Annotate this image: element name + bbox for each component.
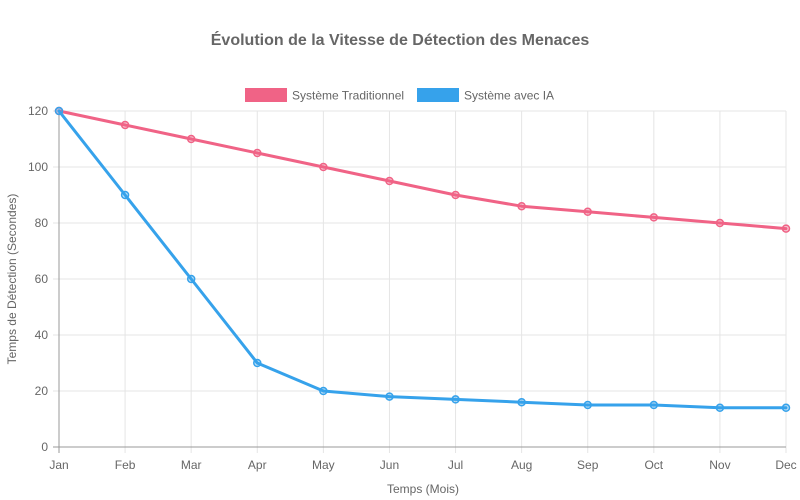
data-point[interactable] [253,358,262,368]
x-tick-label: Mar [181,458,202,472]
y-tick-label: 100 [28,160,48,174]
data-point[interactable] [319,386,328,396]
data-point[interactable] [186,274,196,284]
y-tick-label: 80 [35,216,49,230]
y-axis-title: Temps de Détection (Secondes) [5,194,19,365]
series-traditional [54,106,791,233]
data-point[interactable] [649,400,659,410]
series-line [57,109,788,410]
data-point[interactable] [781,224,791,233]
data-point[interactable] [517,397,526,407]
x-tick-label: Feb [115,458,136,472]
data-point[interactable] [583,207,592,217]
data-point[interactable] [517,201,526,211]
y-tick-label: 0 [41,440,48,454]
chart-legend: Système Traditionnel Système avec IA [245,88,554,103]
legend-swatch-traditional [245,88,287,102]
y-tick-label: 60 [35,272,49,286]
legend-item-traditional[interactable]: Système Traditionnel [245,88,404,103]
data-point[interactable] [54,106,64,116]
data-point[interactable] [451,395,460,404]
data-point[interactable] [253,148,262,158]
x-tick-label: Sep [577,458,599,472]
series-ai [54,106,791,413]
x-tick-label: Apr [248,458,267,472]
x-axis-title: Temps (Mois) [387,482,459,496]
data-point[interactable] [385,392,394,401]
y-tick-label: 20 [35,384,49,398]
legend-label-ai: Système avec IA [464,89,554,103]
x-tick-label: Oct [644,458,663,472]
x-tick-label: Nov [709,458,730,472]
chart-gridlines [53,110,787,453]
x-tick-label: Jul [448,458,463,472]
y-tick-label: 40 [35,328,49,342]
data-point[interactable] [715,218,725,228]
data-point[interactable] [715,403,725,413]
y-tick-label: 120 [28,104,48,118]
legend-item-ai[interactable]: Système avec IA [417,88,554,103]
data-point[interactable] [451,190,460,200]
chart-axes [53,111,786,453]
x-tick-label: Aug [511,458,532,472]
series-line [57,109,788,231]
x-tick-label: Dec [775,458,796,472]
y-axis-ticks: 0 20 40 60 80 100 120 [28,104,48,454]
legend-label-traditional: Système Traditionnel [292,89,404,103]
chart-title: Évolution de la Vitesse de Détection des… [211,30,590,49]
data-point[interactable] [583,400,592,410]
x-tick-label: May [312,458,335,472]
x-axis-ticks: Jan Feb Mar Apr May Jun Jul Aug Sep Oct Nov Dec [49,458,796,472]
data-point[interactable] [781,403,791,413]
x-tick-label: Jan [49,458,68,472]
legend-swatch-ai [417,88,459,102]
data-point[interactable] [319,162,328,172]
data-point[interactable] [120,120,130,130]
data-point[interactable] [649,213,659,222]
data-point[interactable] [186,134,196,144]
data-point[interactable] [385,176,394,186]
data-point[interactable] [120,190,130,200]
x-tick-label: Jun [380,458,399,472]
chart-series [54,106,791,413]
